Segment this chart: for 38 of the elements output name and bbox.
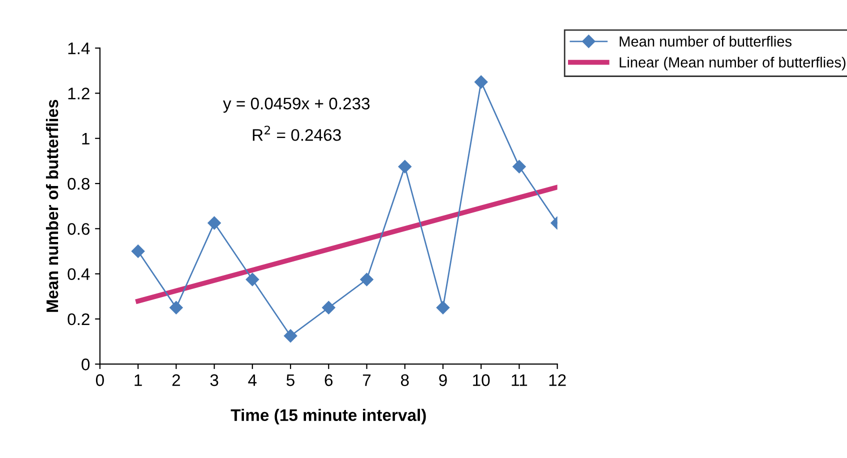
y-tick-label: 1 [82, 132, 90, 144]
y-tick-label: 0.6 [68, 223, 90, 235]
y-tick-label: 0.2 [68, 313, 90, 326]
annotation: R$^{2}$ = 0.2463 [252, 126, 341, 141]
x-tick-label: 1 [134, 374, 142, 386]
y-tick-label: 0.8 [68, 178, 90, 190]
x-tick-label: 5 [286, 374, 294, 386]
x-tick-label: 0 [96, 374, 104, 386]
point [246, 272, 259, 286]
point [322, 301, 336, 314]
x-tick-label: 3 [210, 374, 218, 386]
x-axis-title: Time (15 minute interval) [230, 408, 426, 424]
point [284, 329, 298, 342]
annotation: y = 0.0459x + 0.233 [222, 98, 370, 113]
y-tick-label: 0.4 [68, 268, 90, 280]
point [131, 244, 145, 258]
x-tick-label: 9 [439, 374, 447, 386]
x-tick-label: 12 [549, 374, 566, 386]
point [398, 160, 412, 174]
x-tick-label: 10 [473, 374, 490, 386]
point [360, 272, 374, 286]
point [474, 75, 488, 89]
y-axis-title: Mean number of butterflies [46, 100, 58, 312]
x-tick-label: 4 [248, 374, 257, 386]
x-tick-label: 8 [400, 374, 409, 386]
y-tick-label: 1.2 [68, 88, 90, 100]
x-tick-label: 11 [512, 374, 528, 386]
point [512, 160, 526, 174]
x-tick-label: 6 [324, 374, 333, 386]
point [208, 216, 221, 230]
y-tick-label: 1.4 [68, 42, 90, 54]
y-tick-label: 0 [82, 358, 90, 370]
legend-label: Linear (Mean number of butterflies) [620, 56, 846, 70]
x-tick-label: 2 [172, 374, 180, 386]
point [436, 301, 450, 314]
point [170, 301, 183, 314]
legend-label: Mean number of butterflies [620, 36, 792, 47]
x-tick-label: 7 [362, 374, 371, 386]
